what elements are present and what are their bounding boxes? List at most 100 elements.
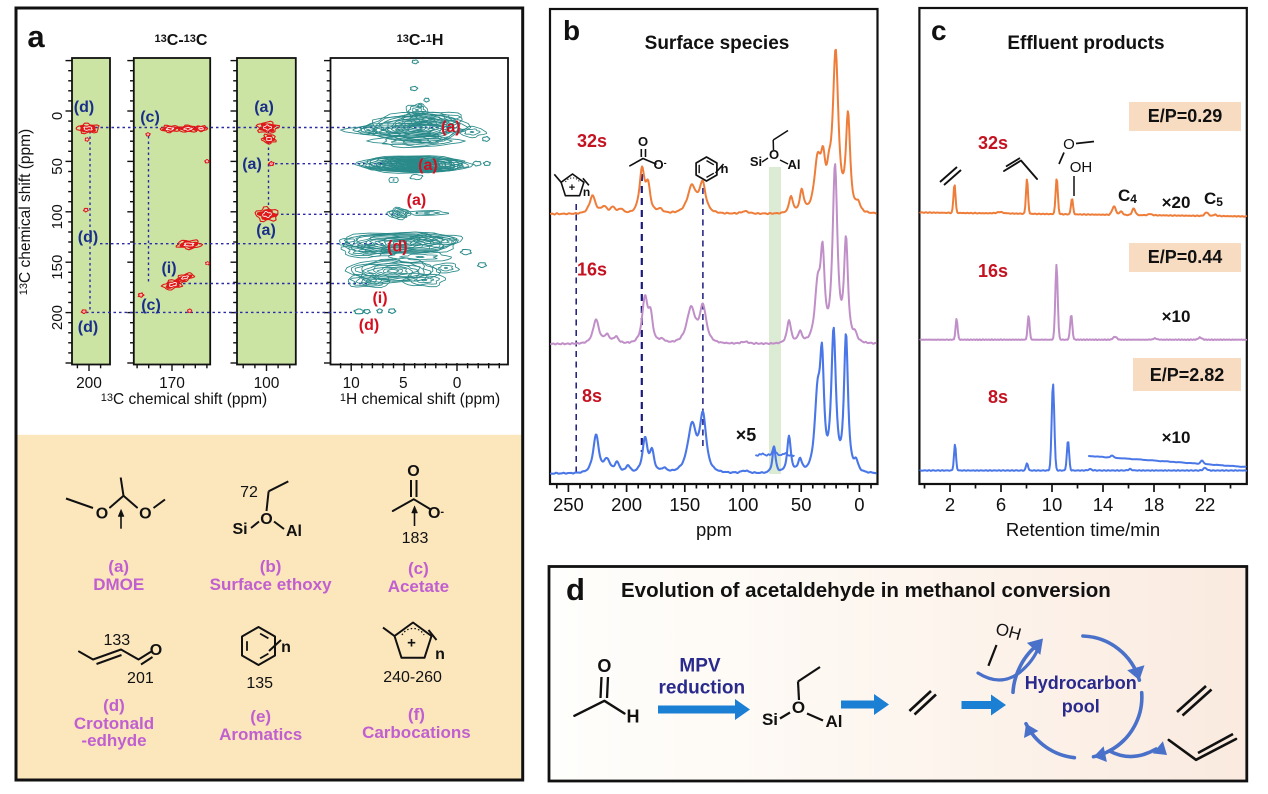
svg-text:MPV: MPV [679, 656, 721, 677]
svg-text:8s: 8s [988, 387, 1008, 407]
svg-text:n: n [721, 161, 729, 176]
svg-text:×5: ×5 [736, 425, 757, 445]
svg-text:(a): (a) [441, 119, 461, 136]
svg-text:1H chemical shift (ppm): 1H chemical shift (ppm) [340, 391, 500, 408]
svg-text:200: 200 [49, 305, 66, 330]
svg-text:Carbocations: Carbocations [362, 723, 471, 742]
svg-text:72: 72 [240, 484, 258, 501]
svg-text:(a): (a) [418, 157, 438, 174]
svg-text:5: 5 [399, 375, 408, 392]
svg-text:150: 150 [669, 494, 700, 515]
svg-text:22: 22 [1195, 494, 1216, 515]
svg-text:0: 0 [453, 375, 462, 392]
svg-text:201: 201 [127, 670, 154, 687]
svg-text:O: O [792, 698, 805, 717]
svg-text:O-: O- [428, 505, 444, 522]
svg-text:DMOE: DMOE [93, 575, 144, 594]
svg-text:(e): (e) [250, 707, 271, 726]
svg-text:O-: O- [653, 157, 666, 172]
svg-text:+: + [407, 635, 416, 652]
svg-text:Retention time/min: Retention time/min [1006, 519, 1160, 540]
svg-text:(b): (b) [260, 557, 282, 576]
svg-text:O: O [150, 642, 162, 659]
svg-text:×10: ×10 [1162, 428, 1191, 447]
svg-text:(a): (a) [256, 222, 276, 239]
svg-text:133: 133 [103, 632, 130, 649]
svg-text:×10: ×10 [1162, 307, 1191, 326]
svg-text:+: + [569, 182, 575, 194]
svg-text:6: 6 [996, 494, 1006, 515]
svg-text:C5: C5 [1204, 189, 1223, 209]
svg-text:200: 200 [611, 494, 642, 515]
svg-text:(c): (c) [408, 559, 429, 578]
svg-text:Effluent products: Effluent products [1007, 33, 1164, 54]
svg-text:50: 50 [49, 158, 66, 175]
svg-text:250: 250 [553, 494, 584, 515]
svg-text:O: O [260, 511, 272, 528]
svg-text:135: 135 [246, 675, 273, 692]
svg-text:Surface species: Surface species [645, 33, 790, 54]
svg-text:10: 10 [1042, 494, 1063, 515]
svg-text:O: O [96, 506, 108, 523]
svg-text:C4: C4 [1118, 186, 1137, 206]
svg-text:13C-1H: 13C-1H [397, 32, 444, 49]
svg-text:100: 100 [49, 204, 66, 229]
svg-text:0: 0 [49, 112, 66, 120]
svg-text:E/P=2.82: E/P=2.82 [1150, 365, 1225, 385]
svg-text:-edhyde: -edhyde [81, 731, 146, 750]
svg-text:Si: Si [232, 521, 247, 538]
svg-text:H: H [627, 707, 640, 727]
svg-text:170: 170 [159, 375, 185, 392]
svg-text:×20: ×20 [1162, 193, 1191, 212]
svg-text:Hydrocarbon: Hydrocarbon [1025, 673, 1137, 693]
svg-text:n: n [281, 639, 291, 656]
svg-text:100: 100 [728, 494, 759, 515]
svg-text:32s: 32s [577, 131, 607, 151]
svg-text:0: 0 [854, 494, 864, 515]
svg-text:n: n [583, 185, 590, 199]
svg-text:Evolution of acetaldehyde in m: Evolution of acetaldehyde in methanol co… [621, 579, 1111, 602]
svg-text:E/P=0.44: E/P=0.44 [1148, 247, 1223, 267]
svg-text:(a): (a) [108, 557, 129, 576]
svg-text:16s: 16s [577, 260, 607, 280]
svg-text:240-260: 240-260 [383, 669, 442, 686]
svg-text:OH: OH [1070, 159, 1093, 176]
svg-text:(d): (d) [78, 319, 98, 336]
svg-text:14: 14 [1093, 494, 1114, 515]
svg-text:Aromatics: Aromatics [219, 725, 302, 744]
svg-text:16s: 16s [978, 261, 1008, 281]
svg-text:ppm: ppm [696, 519, 732, 540]
svg-text:100: 100 [254, 375, 280, 392]
svg-text:32s: 32s [978, 133, 1008, 153]
svg-text:(a): (a) [242, 156, 262, 173]
svg-text:13C-13C: 13C-13C [155, 32, 208, 49]
svg-text:pool: pool [1062, 697, 1100, 717]
svg-text:O: O [139, 506, 151, 523]
svg-text:Al: Al [788, 157, 801, 172]
svg-text:Acetate: Acetate [388, 577, 449, 596]
svg-text:O: O [638, 134, 648, 149]
svg-text:d: d [566, 572, 585, 607]
svg-text:reduction: reduction [659, 678, 746, 699]
svg-text:Surface ethoxy: Surface ethoxy [210, 575, 332, 594]
svg-text:18: 18 [1144, 494, 1165, 515]
svg-text:(i): (i) [372, 290, 387, 307]
svg-text:(f): (f) [408, 705, 425, 724]
svg-text:(d): (d) [359, 317, 379, 334]
svg-text:13C chemical shift (ppm): 13C chemical shift (ppm) [101, 391, 267, 408]
svg-text:(a): (a) [407, 192, 427, 209]
svg-text:O: O [1063, 136, 1075, 153]
svg-text:(d): (d) [387, 239, 407, 256]
svg-text:b: b [563, 15, 580, 46]
svg-text:O: O [407, 463, 419, 480]
svg-text:2: 2 [945, 494, 955, 515]
svg-text:O: O [597, 656, 611, 676]
svg-text:(d): (d) [74, 99, 94, 116]
svg-text:200: 200 [76, 375, 102, 392]
svg-text:183: 183 [402, 530, 429, 547]
svg-text:(a): (a) [254, 99, 274, 116]
svg-text:13C chemical shift (ppm): 13C chemical shift (ppm) [17, 129, 34, 295]
svg-text:E/P=0.29: E/P=0.29 [1148, 106, 1223, 126]
svg-text:50: 50 [791, 494, 812, 515]
svg-text:O: O [769, 147, 779, 162]
